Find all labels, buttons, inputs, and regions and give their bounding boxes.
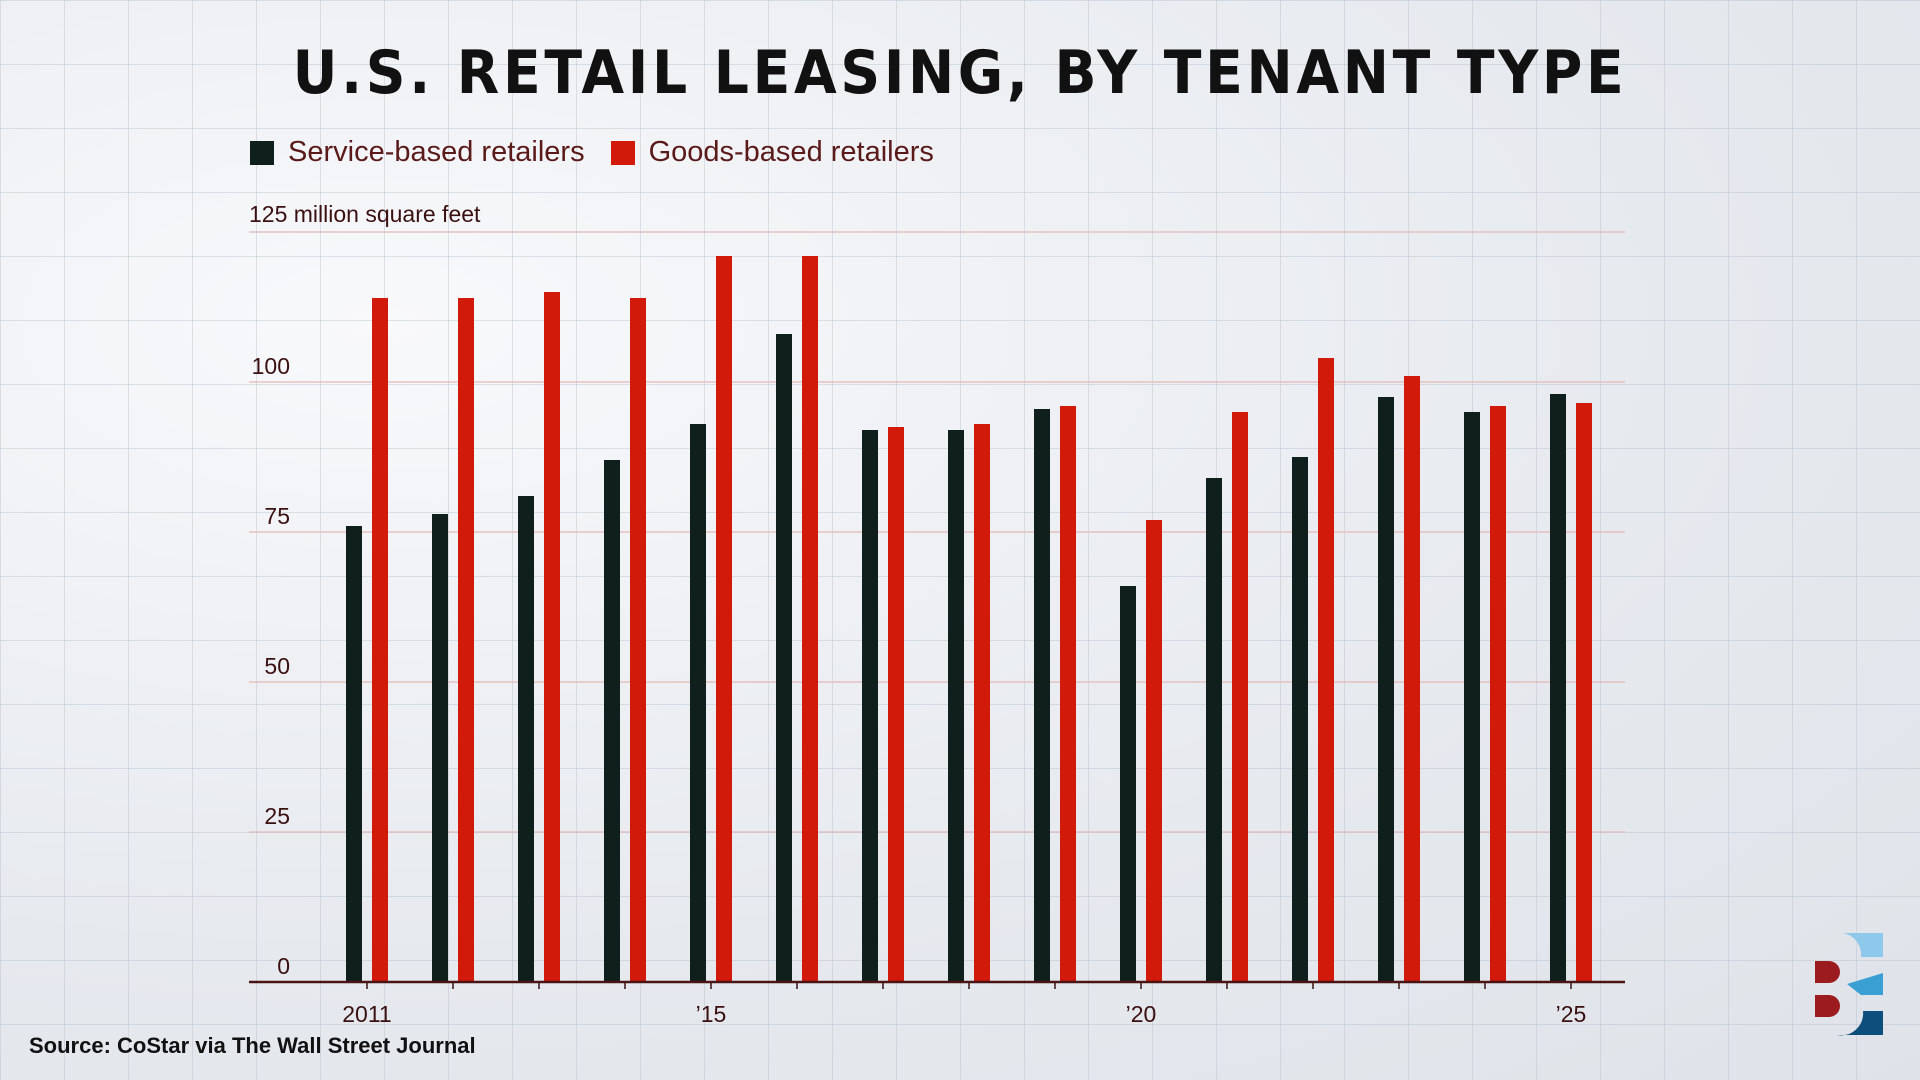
bar-goods-2020	[1146, 520, 1162, 982]
bar-goods-2021	[1232, 412, 1248, 982]
bar-service-2021	[1206, 478, 1222, 982]
bar-service-2025	[1550, 394, 1566, 982]
bar-service-2022	[1292, 457, 1308, 982]
bar-service-2011	[346, 526, 362, 982]
legend-swatch-service	[250, 140, 274, 165]
bar-service-2014	[604, 460, 620, 982]
x-tick-label-2015: ’15	[696, 1001, 727, 1027]
bar-goods-2014	[630, 298, 646, 982]
bar-goods-2016	[802, 256, 818, 982]
bar-goods-2015	[716, 256, 732, 982]
bar-goods-2019	[1060, 406, 1076, 982]
legend-item-goods: Goods-based retailers	[610, 136, 934, 169]
y-tick-label-75: 75	[264, 503, 290, 529]
chart-title: U.S. RETAIL LEASING, BY TENANT TYPE	[292, 38, 1628, 108]
x-tick-label-2011: 2011	[342, 1001, 391, 1027]
x-tick-label-2020: ’20	[1126, 1001, 1157, 1027]
legend-item-service: Service-based retailers	[250, 136, 585, 169]
bar-service-2020	[1120, 586, 1136, 982]
bar-service-2015	[690, 424, 706, 982]
y-tick-label-0: 0	[277, 953, 290, 979]
bar-service-2013	[518, 496, 534, 982]
bar-goods-2024	[1490, 406, 1506, 982]
source-note: Source: CoStar via The Wall Street Journ…	[29, 1033, 476, 1058]
y-tick-label-25: 25	[264, 803, 290, 829]
bar-goods-2012	[458, 298, 474, 982]
legend-label-service: Service-based retailers	[288, 136, 585, 168]
legend-swatch-goods	[610, 140, 635, 165]
y-axis-label: 125 million square feet	[249, 201, 481, 227]
bar-service-2012	[432, 514, 448, 982]
x-tick-label-2025: ’25	[1556, 1001, 1587, 1027]
legend-label-goods: Goods-based retailers	[648, 136, 934, 168]
y-tick-label-50: 50	[264, 653, 290, 679]
bar-goods-2018	[974, 424, 990, 982]
bar-goods-2025	[1576, 403, 1592, 982]
bar-service-2023	[1378, 397, 1394, 982]
brand-logo	[1815, 933, 1883, 1036]
bar-goods-2022	[1318, 358, 1334, 982]
legend: Service-based retailers Goods-based reta…	[250, 136, 960, 169]
bar-service-2019	[1034, 409, 1050, 982]
bar-goods-2011	[372, 298, 388, 982]
bar-goods-2017	[888, 427, 904, 982]
bar-goods-2013	[544, 292, 560, 982]
bar-service-2024	[1464, 412, 1480, 982]
bar-service-2017	[862, 430, 878, 982]
bar-service-2018	[948, 430, 964, 982]
bar-goods-2023	[1404, 376, 1420, 982]
bar-service-2016	[776, 334, 792, 982]
y-tick-label-100: 100	[252, 353, 290, 379]
